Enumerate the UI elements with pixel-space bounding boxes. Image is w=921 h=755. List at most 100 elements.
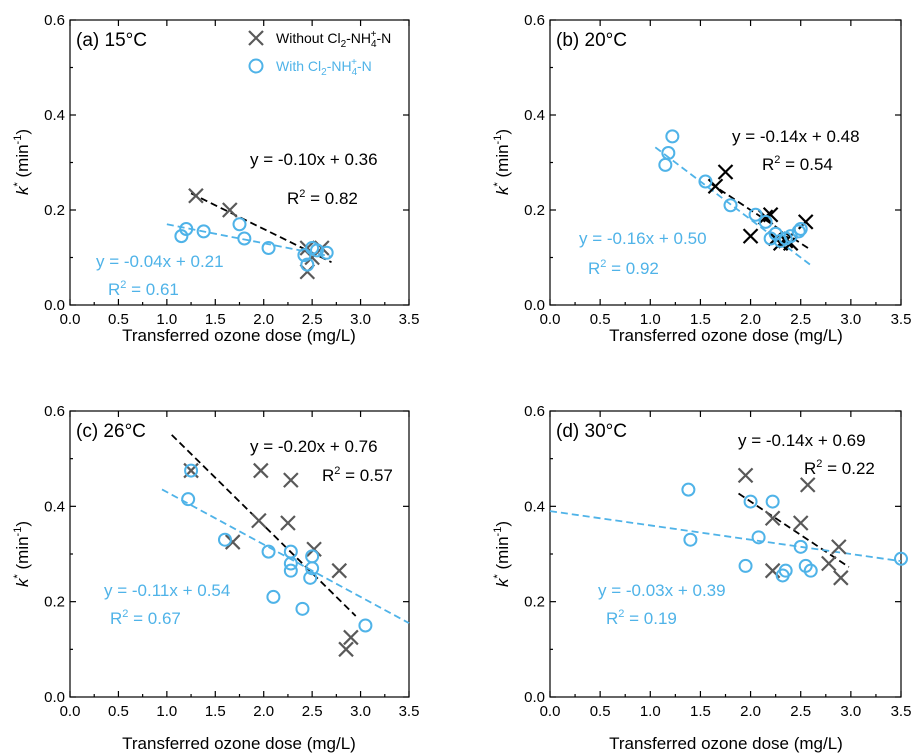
fit-line-without (738, 492, 850, 568)
point-with (309, 243, 324, 258)
point-with (300, 257, 315, 272)
point-with (681, 482, 696, 497)
point-with (658, 157, 673, 172)
x-tick-label: 1.5 (690, 703, 711, 720)
x-tick-label: 2.0 (253, 703, 274, 720)
x-tick-label: 0.5 (590, 311, 611, 328)
y-ticks: 0.0 0.2 0.4 0.6 (524, 12, 901, 314)
point-with (723, 198, 738, 213)
fit-eq-without: y = -0.14x + 0.48 (732, 127, 860, 146)
x-tick-label: 2.5 (790, 703, 811, 720)
x-tick-label: 2.0 (740, 703, 761, 720)
x-tick-label: 3.5 (891, 703, 912, 720)
point-with (303, 570, 318, 585)
y-tick-label: 0.4 (44, 107, 65, 124)
x-tick-label: 2.5 (790, 311, 811, 328)
x-tick-label: 1.0 (640, 703, 661, 720)
x-ticks: 0.0 0.5 1.0 1.5 2.0 2.5 3.0 3.5 (60, 20, 419, 328)
point-with (778, 563, 793, 578)
point-with (217, 532, 232, 547)
point-with (793, 539, 808, 554)
point-without (821, 555, 837, 572)
point-with (791, 224, 806, 239)
y-ticks: 0.0 0.2 0.4 0.6 (44, 403, 409, 706)
point-with (698, 174, 713, 189)
y-tick-label: 0.4 (44, 498, 65, 515)
point-with (738, 558, 753, 573)
point-with (743, 494, 758, 509)
y-tick-label: 0.6 (524, 403, 545, 420)
panel-label: (d) 30°C (556, 421, 627, 442)
point-without (224, 534, 241, 550)
legend-marker-with (248, 58, 264, 74)
point-without (792, 515, 809, 531)
y-tick-label: 0.0 (524, 689, 545, 706)
x-tick-label: 0.0 (540, 703, 561, 720)
y-axis-title: k* (min-1) (12, 129, 32, 195)
fit-eq-without: y = -0.10x + 0.36 (250, 150, 378, 169)
point-without (283, 472, 299, 488)
point-with (758, 214, 773, 229)
point-without (343, 629, 359, 646)
x-tick-label: 1.5 (205, 703, 226, 720)
point-without (338, 641, 354, 658)
point-without (222, 202, 238, 218)
data-points (681, 467, 908, 586)
x-tick-label: 3.5 (399, 703, 420, 720)
x-tick-label: 1.0 (156, 703, 177, 720)
point-with (683, 532, 698, 547)
x-tick-label: 0.5 (108, 703, 129, 720)
fit-line-with (549, 510, 902, 563)
point-without (253, 462, 269, 479)
point-without (831, 539, 847, 555)
x-tick-label: 1.0 (640, 311, 661, 328)
x-tick-label: 2.5 (302, 311, 323, 328)
point-with (748, 207, 763, 222)
x-tick-label: 3.0 (840, 703, 861, 720)
point-with (894, 551, 908, 566)
y-tick-label: 0.0 (44, 297, 65, 314)
x-tick-label: 2.0 (253, 311, 274, 328)
point-with (181, 492, 196, 507)
fit-eq-with: y = -0.04x + 0.21 (96, 252, 224, 271)
point-with (793, 222, 808, 236)
panel-30c: (d) 30°C Transferred ozone dose (mg/L) k… (492, 403, 911, 753)
point-with (232, 217, 247, 232)
fit-line-without (171, 434, 357, 617)
x-axis-title: Transferred ozone dose (mg/L) (122, 734, 356, 753)
point-without (762, 206, 779, 223)
point-with (283, 556, 298, 571)
y-tick-label: 0.2 (524, 202, 545, 219)
point-with (237, 231, 252, 246)
y-tick-label: 0.4 (524, 498, 545, 515)
point-without (251, 512, 267, 529)
point-with (174, 229, 189, 244)
data-points (181, 462, 373, 658)
fit-line-without (190, 192, 332, 264)
y-tick-label: 0.6 (44, 12, 65, 29)
point-with (319, 245, 334, 260)
point-without (306, 541, 322, 558)
point-with (665, 129, 680, 144)
panel-20c: (b) 20°C Transferred ozone dose (mg/L) k… (492, 12, 911, 345)
y-tick-label: 0.2 (44, 594, 65, 611)
x-tick-label: 0.0 (540, 311, 561, 328)
x-ticks: 0.0 0.5 1.0 1.5 2.0 2.5 3.0 3.5 (60, 411, 420, 720)
x-tick-label: 0.5 (590, 703, 611, 720)
point-without (833, 570, 849, 586)
point-without (764, 510, 781, 527)
x-axis-title: Transferred ozone dose (mg/L) (122, 326, 356, 345)
panel-label: (c) 26°C (76, 421, 146, 442)
x-tick-label: 1.5 (690, 311, 711, 328)
point-with (358, 618, 373, 633)
point-without (717, 164, 734, 180)
legend-marker-without (248, 30, 264, 46)
fit-eq-with: y = -0.03x + 0.39 (598, 581, 726, 600)
point-with (751, 530, 766, 545)
point-without (188, 187, 204, 204)
panel-label: (b) 20°C (556, 30, 627, 51)
point-without (799, 477, 816, 493)
legend-label-without: Without Cl2-NH4+-N (276, 29, 391, 50)
x-tick-label: 0.0 (60, 703, 81, 720)
